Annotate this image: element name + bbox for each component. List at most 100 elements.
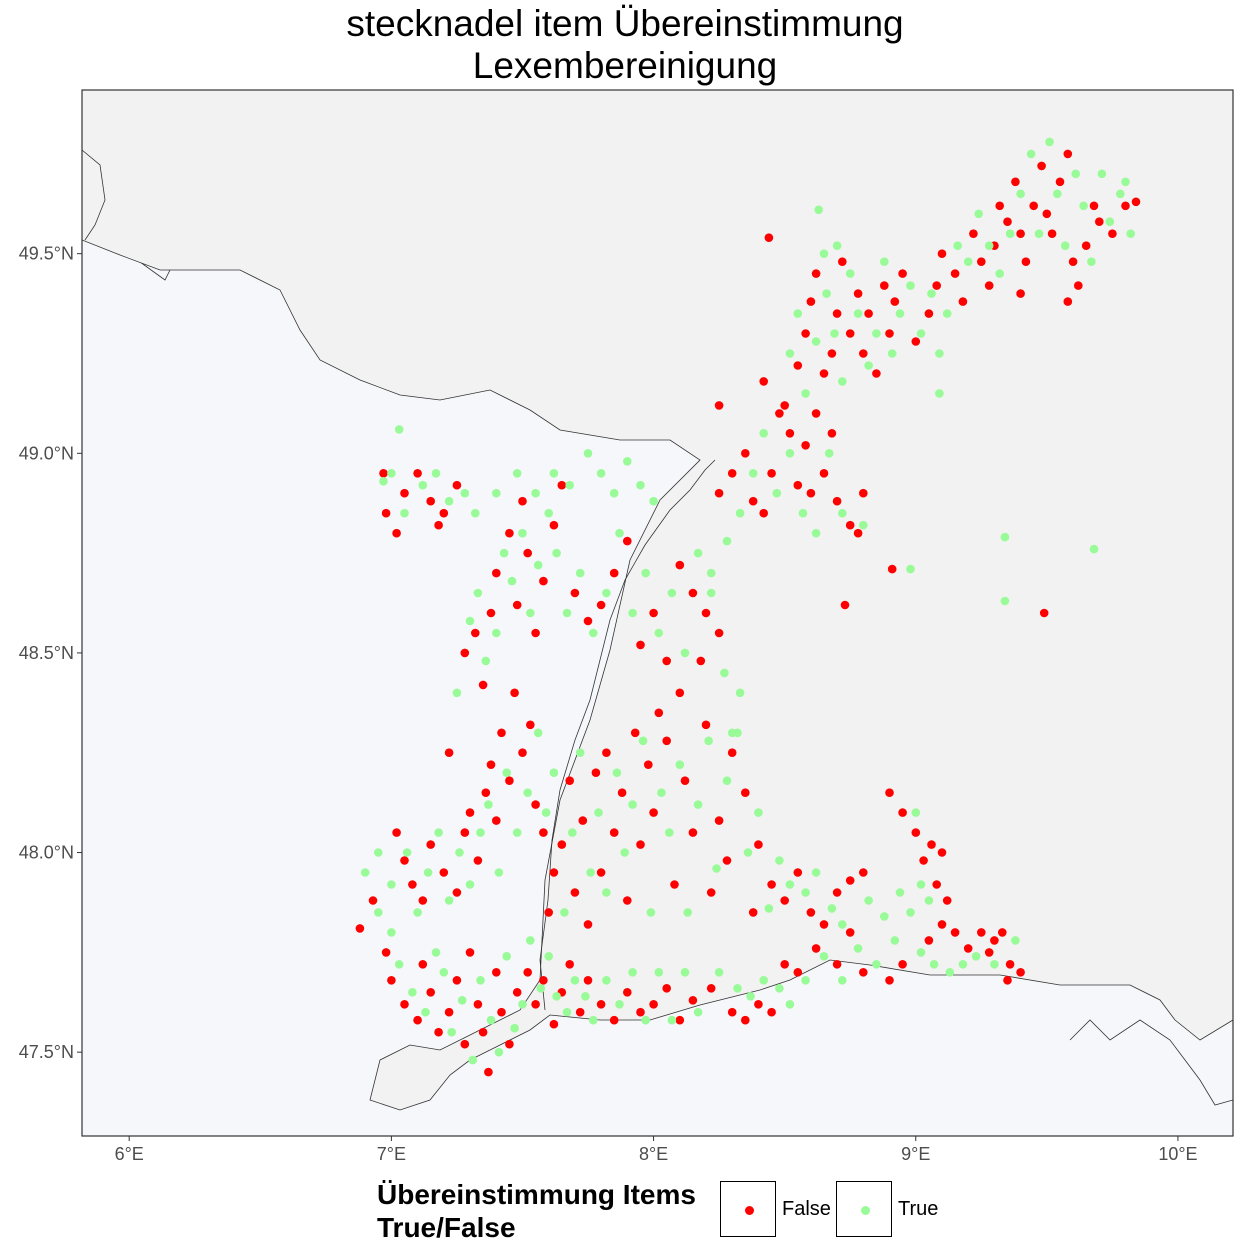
point-true bbox=[476, 976, 485, 985]
point-true bbox=[801, 888, 810, 897]
point-false bbox=[919, 856, 928, 865]
point-true bbox=[759, 976, 768, 985]
point-false bbox=[505, 776, 514, 785]
point-true bbox=[916, 880, 926, 889]
point-true bbox=[444, 496, 454, 506]
point-false bbox=[924, 309, 934, 318]
point-true bbox=[394, 960, 404, 969]
point-true bbox=[814, 205, 823, 215]
point-false bbox=[505, 1039, 514, 1049]
point-false bbox=[714, 488, 724, 498]
point-false bbox=[898, 269, 907, 278]
point-true bbox=[1000, 596, 1010, 606]
point-true bbox=[654, 628, 664, 638]
point-false bbox=[767, 1007, 776, 1017]
point-false bbox=[452, 888, 462, 897]
point-false bbox=[832, 496, 842, 506]
point-true bbox=[562, 1007, 572, 1017]
point-false bbox=[696, 656, 706, 666]
point-false bbox=[1095, 217, 1104, 226]
point-false bbox=[680, 776, 690, 785]
x-tick-label: 9°E bbox=[901, 1144, 930, 1164]
point-true bbox=[533, 728, 543, 738]
point-false bbox=[392, 828, 401, 837]
point-false bbox=[368, 896, 378, 905]
point-false bbox=[827, 429, 837, 438]
point-false bbox=[932, 281, 941, 290]
point-false bbox=[1068, 257, 1078, 267]
point-false bbox=[793, 480, 803, 490]
point-true bbox=[507, 576, 517, 586]
point-true bbox=[693, 1007, 703, 1017]
point-true bbox=[667, 1015, 677, 1025]
x-tick-label: 7°E bbox=[377, 1144, 406, 1164]
point-false bbox=[937, 848, 947, 857]
point-false bbox=[497, 728, 506, 738]
y-tick-label: 47.5°N bbox=[19, 1042, 74, 1062]
point-true bbox=[990, 960, 999, 969]
point-true bbox=[801, 976, 810, 985]
point-true bbox=[872, 960, 881, 969]
point-false bbox=[885, 329, 894, 338]
rhine-river-line bbox=[539, 459, 716, 1011]
point-true bbox=[838, 976, 847, 985]
point-false bbox=[426, 988, 436, 997]
point-true bbox=[434, 828, 443, 837]
point-true bbox=[1105, 217, 1115, 226]
point-true bbox=[387, 928, 396, 937]
point-true bbox=[704, 736, 713, 746]
point-false bbox=[793, 968, 803, 977]
point-false bbox=[1047, 229, 1057, 238]
point-true bbox=[1121, 177, 1130, 187]
point-false bbox=[995, 201, 1004, 211]
point-false bbox=[549, 1019, 559, 1029]
point-false bbox=[381, 948, 391, 957]
point-true bbox=[890, 936, 900, 945]
point-true bbox=[402, 848, 412, 857]
point-false bbox=[958, 297, 968, 306]
legend-title: Übereinstimmung Items True/False bbox=[377, 1178, 696, 1244]
point-true bbox=[984, 241, 994, 250]
point-true bbox=[822, 289, 831, 298]
point-false bbox=[662, 736, 671, 746]
point-false bbox=[780, 401, 789, 410]
point-true bbox=[452, 688, 462, 698]
legend-key-true bbox=[836, 1181, 892, 1237]
point-false bbox=[583, 616, 593, 626]
x-tick-label: 10°E bbox=[1158, 1144, 1197, 1164]
point-true bbox=[523, 788, 532, 797]
point-false bbox=[526, 720, 535, 730]
point-true bbox=[465, 880, 475, 889]
point-true bbox=[727, 728, 737, 738]
point-true bbox=[502, 768, 512, 777]
point-false bbox=[759, 508, 768, 518]
point-false bbox=[609, 1015, 619, 1025]
point-true bbox=[1005, 229, 1015, 238]
point-true bbox=[935, 349, 944, 358]
point-false bbox=[722, 856, 732, 865]
point-false bbox=[1089, 201, 1099, 211]
point-false bbox=[859, 868, 868, 877]
point-false bbox=[492, 816, 501, 825]
point-false bbox=[1074, 281, 1083, 290]
point-true bbox=[531, 488, 540, 498]
point-false bbox=[505, 528, 514, 538]
map-title-line1: stecknadel item Übereinstimmung bbox=[346, 3, 904, 44]
point-true bbox=[536, 984, 546, 993]
point-true bbox=[575, 748, 585, 757]
point-false bbox=[523, 968, 532, 977]
point-true bbox=[916, 329, 926, 338]
point-true bbox=[722, 776, 732, 785]
point-false bbox=[557, 840, 567, 849]
point-true bbox=[1045, 137, 1054, 147]
point-true bbox=[714, 968, 724, 977]
point-true bbox=[845, 269, 855, 278]
point-false bbox=[819, 469, 829, 478]
point-false bbox=[387, 976, 396, 985]
point-true bbox=[824, 449, 834, 458]
point-true bbox=[494, 1047, 504, 1057]
point-false bbox=[793, 868, 803, 877]
point-true bbox=[602, 888, 611, 897]
point-false bbox=[811, 269, 821, 278]
point-false bbox=[911, 828, 921, 837]
